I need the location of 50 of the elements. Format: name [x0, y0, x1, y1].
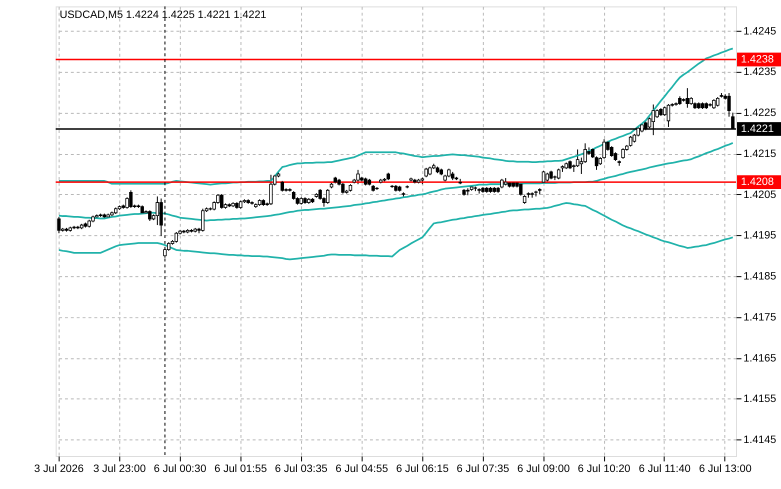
candlestick [500, 178, 504, 189]
x-tick-label: 3 Jul 2026 [34, 463, 84, 476]
candlestick [326, 188, 330, 204]
y-tick-label: 1.4215 [743, 148, 776, 160]
candlestick [220, 194, 224, 210]
x-tick-label: 6 Jul 03:35 [274, 463, 328, 476]
y-tick-label: 1.4205 [743, 188, 776, 201]
candlestick [201, 208, 205, 232]
candlestick [57, 216, 61, 234]
candlestick [341, 182, 345, 194]
x-tick-label: 6 Jul 00:30 [154, 463, 206, 476]
candlestick [174, 232, 178, 244]
candlestick [610, 146, 614, 158]
candlestick [129, 190, 133, 208]
x-tick-label: 3 Jul 23:00 [93, 463, 146, 476]
y-tick-label: 1.4195 [743, 230, 776, 242]
x-tick-label: 6 Jul 09:00 [517, 463, 570, 476]
chart-title: USDCAD,M5 1.4224 1.4225 1.4221 1.4221 [60, 9, 266, 22]
candlestick [424, 167, 428, 178]
candlestick [716, 96, 720, 108]
candlestick [280, 180, 284, 192]
ref-line-label: 1.4208 [740, 176, 774, 188]
y-tick-label: 1.4225 [743, 107, 776, 120]
y-tick-label: 1.4155 [743, 393, 776, 406]
x-tick-label: 6 Jul 04:55 [336, 463, 388, 476]
candlestick [686, 88, 690, 108]
x-tick-label: 6 Jul 10:20 [578, 463, 630, 476]
y-tick-label: 1.4245 [743, 25, 776, 38]
candlestick [148, 210, 152, 222]
y-tick-label: 1.4165 [743, 352, 776, 364]
x-tick-label: 6 Jul 06:15 [396, 463, 449, 476]
x-tick-label: 6 Jul 07:35 [456, 463, 510, 476]
line-series [58, 202, 734, 260]
x-tick-label: 6 Jul 13:00 [698, 463, 752, 476]
candlestick [156, 196, 160, 226]
candlestick [628, 135, 632, 148]
candlestick [556, 168, 560, 180]
ref-line-label: 1.4221 [740, 122, 774, 135]
y-tick-label: 1.4235 [743, 66, 776, 78]
x-tick-label: 6 Jul 01:55 [214, 463, 267, 476]
ref-line-label: 1.4238 [740, 53, 774, 66]
candlestick [356, 169, 360, 185]
candlestick [712, 98, 716, 110]
y-tick-label: 1.4185 [743, 270, 776, 283]
line-series [58, 48, 734, 186]
y-tick-label: 1.4145 [743, 434, 776, 446]
x-tick-label: 6 Jul 11:40 [638, 463, 691, 476]
candlestick [269, 174, 273, 206]
y-tick-label: 1.4175 [743, 311, 776, 324]
candlestick [519, 182, 523, 196]
